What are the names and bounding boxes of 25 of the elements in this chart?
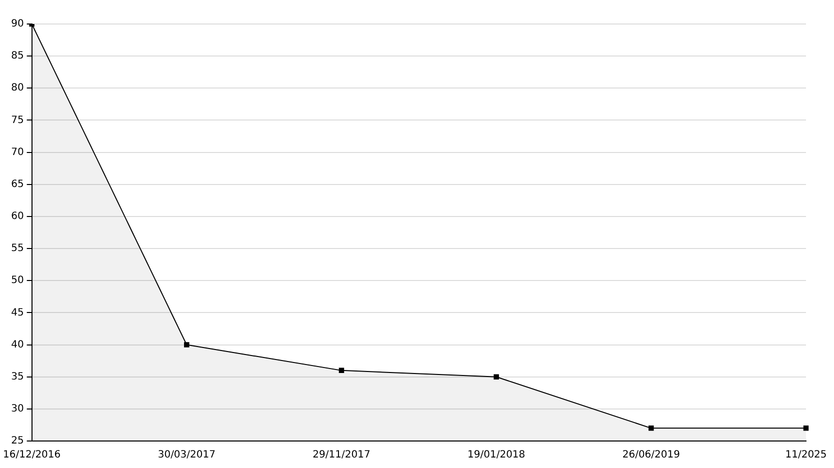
y-tick-label: 55 — [11, 243, 24, 254]
y-tick-label: 35 — [11, 371, 24, 382]
point — [494, 374, 499, 380]
y-tick-label: 75 — [11, 114, 24, 126]
x-tick-label: 26/06/2019 — [622, 450, 680, 461]
x-tick-label: 30/03/2017 — [158, 450, 216, 461]
x-tick-label: 19/01/2018 — [468, 450, 526, 461]
y-tick-label: 65 — [11, 178, 24, 190]
point — [338, 368, 344, 374]
y-tick-label: 40 — [11, 339, 24, 350]
point — [803, 426, 809, 431]
y-tick-label: 50 — [11, 275, 24, 286]
y-tick-label: 90 — [11, 18, 24, 30]
x-tick-label: 29/11/2017 — [312, 450, 370, 461]
point — [648, 426, 654, 431]
x-tick-label: 11/2025 — [785, 450, 827, 461]
y-tick-label: 70 — [11, 146, 24, 158]
y-tick-label: 85 — [11, 50, 24, 62]
y-tick-label: 60 — [11, 211, 24, 222]
y-tick-label: 30 — [11, 404, 24, 415]
y-tick-label: 80 — [11, 82, 24, 94]
y-tick-label: 25 — [11, 436, 24, 447]
y-tick-label: 45 — [11, 307, 24, 318]
point — [184, 342, 190, 348]
x-tick-label: 16/12/2016 — [3, 450, 61, 461]
